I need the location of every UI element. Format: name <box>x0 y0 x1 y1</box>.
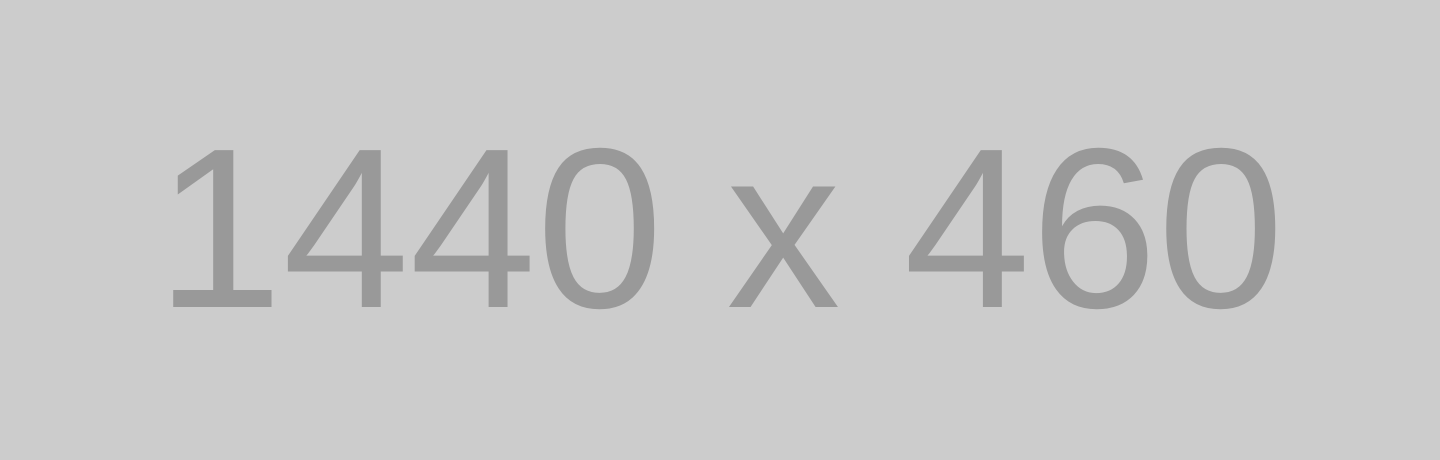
dimensions-label: 1440 x 460 <box>155 102 1285 356</box>
